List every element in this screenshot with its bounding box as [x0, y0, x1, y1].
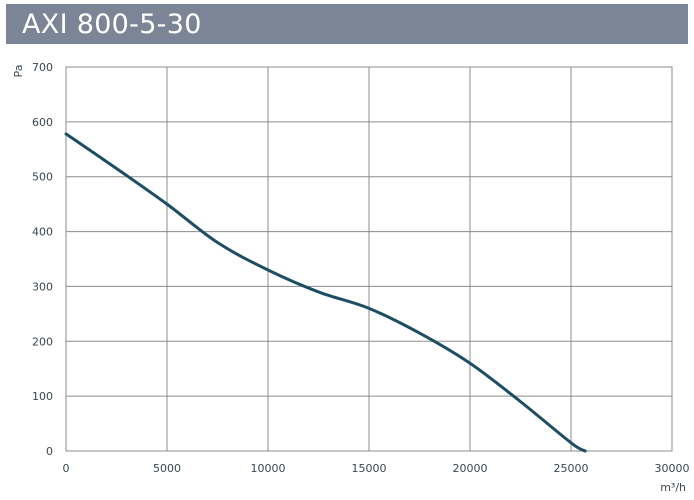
x-tick-label: 10000	[251, 462, 286, 475]
x-tick-label: 5000	[153, 462, 181, 475]
y-tick-label: 0	[46, 445, 53, 458]
x-tick-label: 0	[63, 462, 70, 475]
y-tick-label: 700	[32, 61, 53, 74]
tick-labels: 0 5000 10000 15000 20000 25000 30000 0 100 200 300…	[32, 61, 690, 475]
x-tick-label: 30000	[655, 462, 690, 475]
x-tick-label: 20000	[453, 462, 488, 475]
x-tick-label: 15000	[352, 462, 387, 475]
y-tick-label: 600	[32, 116, 53, 129]
series-line	[64, 132, 587, 453]
y-tick-label: 200	[32, 335, 53, 348]
y-tick-label: 300	[32, 280, 53, 293]
x-tick-label: 25000	[554, 462, 589, 475]
plot-area	[65, 66, 673, 452]
y-axis-label: Pa	[12, 65, 25, 78]
chart-title: AXI 800-5-30	[6, 4, 688, 44]
series	[64, 132, 587, 453]
y-tick-label: 100	[32, 390, 53, 403]
y-tick-label: 400	[32, 226, 53, 239]
grid	[65, 66, 673, 452]
x-axis-label: m³/h	[660, 481, 686, 494]
y-tick-label: 500	[32, 171, 53, 184]
